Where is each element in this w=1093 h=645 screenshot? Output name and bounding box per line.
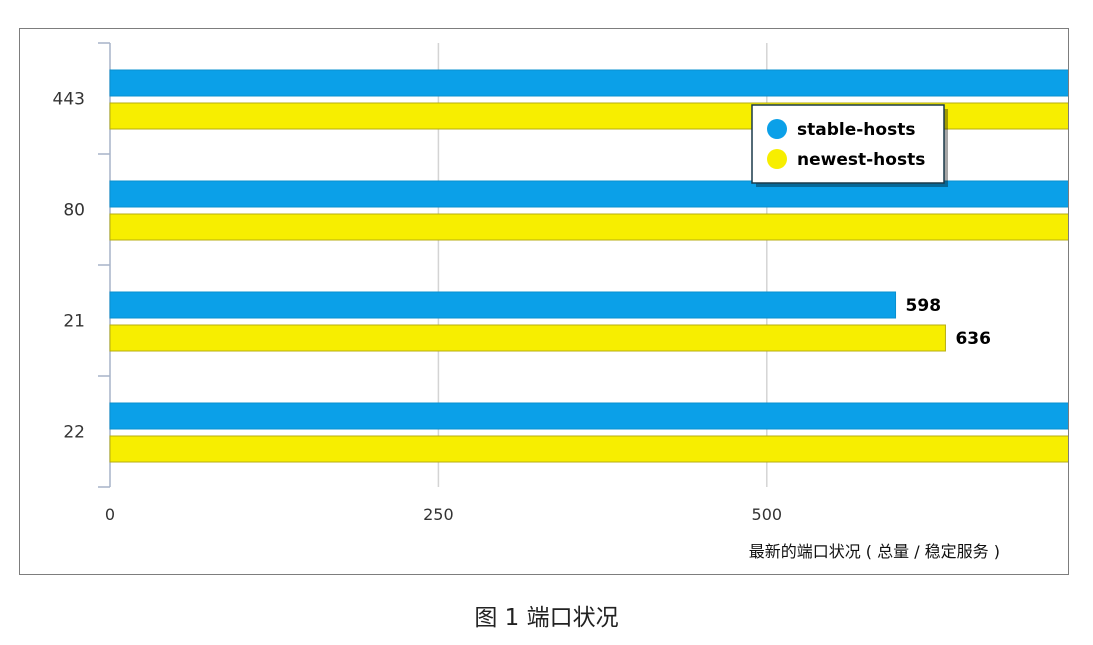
- figure-caption: 图 1 端口状况: [474, 605, 619, 631]
- bar-stable-hosts-80: [109, 180, 1068, 208]
- y-category-label: 22: [63, 423, 85, 443]
- legend: stable-hosts newest-hosts: [751, 104, 948, 187]
- legend-marker-stable-hosts: [767, 119, 787, 139]
- legend-label-newest-hosts: newest-hosts: [797, 150, 925, 170]
- legend-box: stable-hosts newest-hosts: [751, 104, 948, 187]
- x-tick-label: 250: [423, 505, 454, 524]
- x-tick-label: 0: [105, 505, 115, 524]
- data-label-stable-hosts-21: 598: [906, 296, 942, 316]
- bar-newest-hosts-21: [109, 324, 946, 352]
- legend-background: [751, 104, 945, 184]
- y-category-label: 80: [63, 201, 85, 221]
- bar-stable-hosts-21: [109, 291, 897, 319]
- category-axis: 443 80 21 22: [53, 42, 111, 488]
- legend-marker-newest-hosts: [767, 149, 787, 169]
- x-axis-ticks: 025050075010001250150017502000225025002…: [105, 505, 783, 524]
- bar-newest-hosts-80: [109, 213, 1068, 241]
- x-axis-title: 最新的端口状况 ( 总量 / 稳定服务 ): [749, 542, 1000, 561]
- bar-stable-hosts-443: [109, 69, 1068, 97]
- bar-newest-hosts-22: [109, 435, 1068, 463]
- y-category-label: 443: [53, 90, 85, 110]
- data-label-newest-hosts-21: 636: [955, 329, 991, 349]
- x-tick-label: 500: [752, 505, 783, 524]
- bars: [109, 69, 1068, 463]
- legend-label-stable-hosts: stable-hosts: [797, 120, 915, 140]
- y-category-label: 21: [63, 312, 85, 332]
- bar-stable-hosts-22: [109, 402, 1068, 430]
